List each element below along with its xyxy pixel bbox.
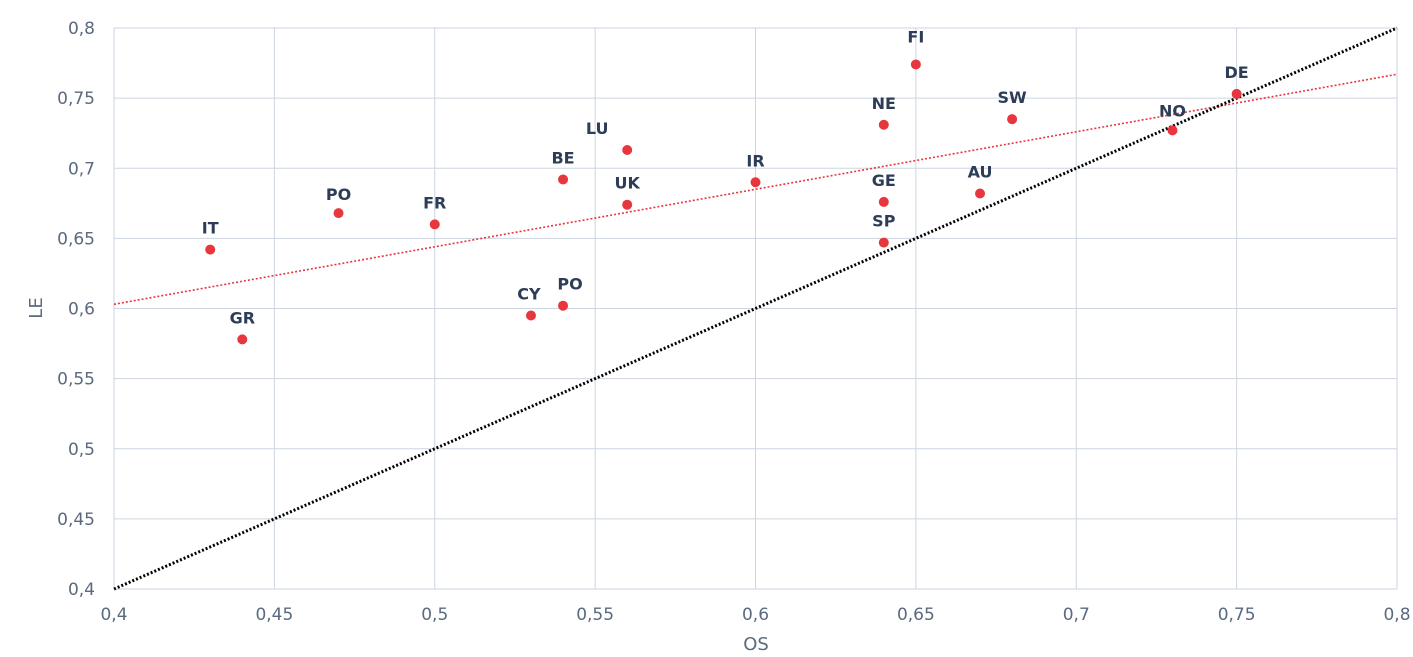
x-tick-label: 0,65 — [897, 605, 935, 625]
data-label: NO — [1159, 101, 1186, 120]
data-point — [1167, 125, 1178, 136]
data-label: LU — [586, 119, 609, 138]
data-label: FR — [423, 193, 446, 212]
y-tick-label: 0,6 — [68, 300, 95, 320]
data-point — [622, 145, 633, 156]
y-tick-label: 0,4 — [68, 580, 95, 600]
y-tick-label: 0,7 — [68, 159, 95, 179]
x-tick-label: 0,45 — [255, 605, 293, 625]
y-tick-label: 0,75 — [57, 89, 95, 109]
y-axis-ticks: 0,4 0,45 0,5 0,55 0,6 0,65 0,7 0,75 0,8 — [57, 19, 95, 600]
data-label: IT — [202, 219, 219, 238]
data-label: GE — [872, 171, 896, 190]
y-tick-label: 0,55 — [57, 370, 95, 390]
data-point — [237, 334, 248, 345]
data-label: UK — [615, 174, 641, 193]
data-point — [1231, 88, 1242, 99]
data-point — [1007, 114, 1018, 125]
y-tick-label: 0,65 — [57, 229, 95, 249]
data-point — [205, 244, 216, 255]
data-point — [622, 199, 633, 210]
data-point — [429, 219, 440, 230]
data-point — [878, 119, 889, 130]
y-tick-label: 0,5 — [68, 440, 95, 460]
data-label: SW — [998, 88, 1028, 107]
data-label: DE — [1225, 63, 1249, 82]
data-label: BE — [551, 148, 574, 167]
data-point — [910, 59, 921, 70]
x-tick-label: 0,55 — [576, 605, 614, 625]
data-label: AU — [968, 162, 993, 181]
point-labels: IT GR PO FR CY PO BE LU UK IR NE GE SP FI AU SW NO DE — [202, 27, 1249, 327]
data-point — [333, 208, 344, 219]
data-label: PO — [557, 275, 582, 294]
data-point — [878, 196, 889, 207]
data-label: NE — [872, 94, 896, 113]
x-tick-label: 0,5 — [421, 605, 448, 625]
data-point — [558, 300, 569, 311]
data-label: FI — [907, 27, 924, 46]
y-axis-title: LE — [26, 297, 47, 318]
x-tick-label: 0,7 — [1063, 605, 1090, 625]
data-point — [750, 177, 761, 188]
data-point — [975, 188, 986, 199]
data-label: CY — [517, 285, 541, 304]
y-tick-label: 0,45 — [57, 510, 95, 530]
reference-line — [113, 26, 1398, 591]
data-label: SP — [872, 212, 896, 231]
data-label: PO — [326, 185, 351, 204]
x-tick-label: 0,8 — [1383, 605, 1410, 625]
y-tick-label: 0,8 — [68, 19, 95, 39]
x-tick-label: 0,4 — [100, 605, 127, 625]
data-points — [205, 59, 1242, 345]
x-axis-title: OS — [743, 634, 769, 655]
data-point — [558, 174, 569, 185]
x-tick-label: 0,6 — [742, 605, 769, 625]
data-point — [525, 310, 536, 321]
data-label: IR — [746, 151, 764, 170]
x-axis-ticks: 0,4 0,45 0,5 0,55 0,6 0,65 0,7 0,75 0,8 — [100, 605, 1410, 625]
trendline — [113, 73, 1398, 306]
x-tick-label: 0,75 — [1218, 605, 1256, 625]
reference-line-layer — [113, 26, 1398, 591]
trendline-layer — [113, 73, 1398, 306]
data-point — [878, 237, 889, 248]
data-label: GR — [230, 308, 255, 327]
